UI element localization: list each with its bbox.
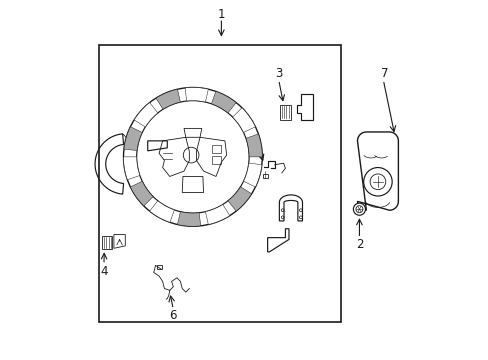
Polygon shape	[357, 132, 398, 210]
Polygon shape	[156, 89, 180, 109]
Text: 3: 3	[274, 67, 282, 81]
Polygon shape	[245, 134, 262, 157]
Polygon shape	[227, 187, 251, 211]
Polygon shape	[149, 201, 174, 222]
Circle shape	[353, 203, 365, 215]
Bar	[212, 156, 221, 164]
Polygon shape	[205, 204, 229, 225]
Text: 5: 5	[254, 139, 261, 152]
Text: 2: 2	[355, 238, 363, 251]
Text: 1: 1	[217, 8, 224, 21]
Polygon shape	[130, 181, 153, 206]
Bar	[99, 45, 340, 322]
Polygon shape	[134, 103, 158, 127]
Polygon shape	[232, 108, 255, 132]
Circle shape	[137, 101, 248, 213]
Polygon shape	[123, 127, 142, 150]
Text: 6: 6	[169, 310, 177, 323]
Text: 4: 4	[100, 265, 107, 278]
Polygon shape	[243, 163, 261, 187]
Polygon shape	[211, 91, 236, 113]
Polygon shape	[123, 157, 140, 180]
Bar	[156, 265, 161, 269]
Polygon shape	[185, 87, 208, 102]
Bar	[212, 145, 221, 153]
Bar	[280, 104, 291, 120]
Circle shape	[123, 87, 262, 226]
Bar	[102, 236, 112, 249]
Text: 7: 7	[381, 67, 388, 80]
Bar	[263, 174, 267, 177]
Polygon shape	[177, 212, 200, 226]
